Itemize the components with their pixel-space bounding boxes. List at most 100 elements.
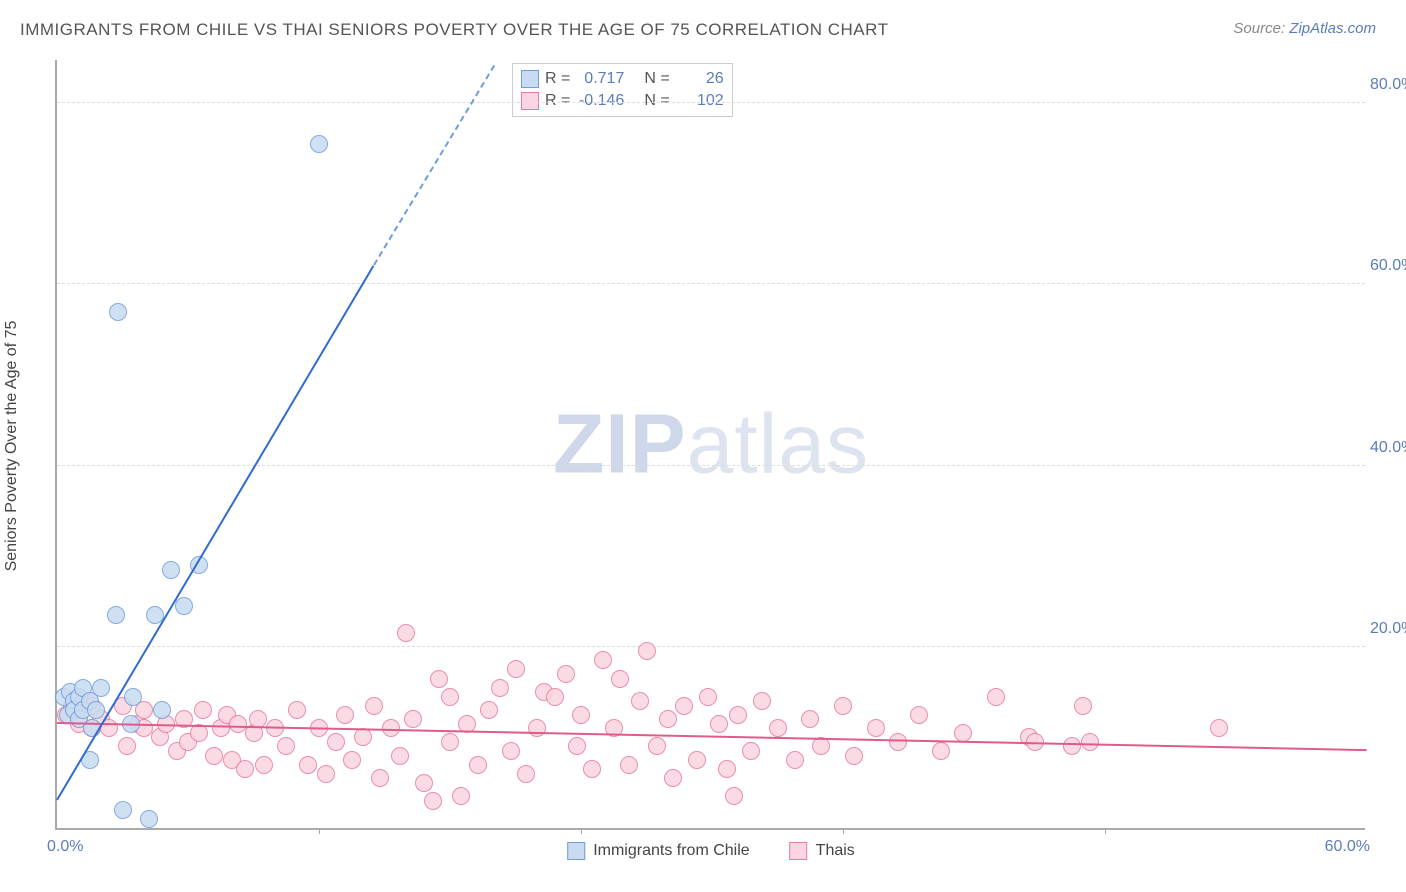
point-thais <box>659 710 677 728</box>
series-legend: Immigrants from Chile Thais <box>567 842 855 860</box>
point-thais <box>371 769 389 787</box>
point-thais <box>327 733 345 751</box>
point-thais <box>118 737 136 755</box>
point-thais <box>557 665 575 683</box>
point-thais <box>517 765 535 783</box>
point-thais <box>397 624 415 642</box>
point-thais <box>631 692 649 710</box>
point-thais <box>753 692 771 710</box>
point-thais <box>546 688 564 706</box>
point-thais <box>611 670 629 688</box>
y-tick-label: 20.0% <box>1370 620 1406 638</box>
point-thais <box>812 737 830 755</box>
legend-item-b: Thais <box>790 842 855 860</box>
point-thais <box>441 688 459 706</box>
point-thais <box>1074 697 1092 715</box>
gridline-h <box>57 102 1365 103</box>
point-chile <box>124 688 142 706</box>
y-tick-label: 60.0% <box>1370 257 1406 275</box>
point-thais <box>648 737 666 755</box>
point-thais <box>507 660 525 678</box>
point-thais <box>910 706 928 724</box>
point-thais <box>365 697 383 715</box>
gridline-h <box>57 646 1365 647</box>
point-thais <box>1063 737 1081 755</box>
point-chile <box>114 801 132 819</box>
y-tick-label: 80.0% <box>1370 76 1406 94</box>
point-thais <box>987 688 1005 706</box>
point-thais <box>424 792 442 810</box>
point-thais <box>1210 719 1228 737</box>
trendline-chile-dashed <box>373 66 495 266</box>
point-thais <box>954 724 972 742</box>
point-thais <box>769 719 787 737</box>
x-tick-mark <box>581 828 582 834</box>
point-thais <box>1081 733 1099 751</box>
swatch-series-b <box>521 92 539 110</box>
point-thais <box>391 747 409 765</box>
point-thais <box>932 742 950 760</box>
x-tick-mark <box>1105 828 1106 834</box>
point-thais <box>845 747 863 765</box>
point-thais <box>441 733 459 751</box>
point-thais <box>354 728 372 746</box>
point-thais <box>194 701 212 719</box>
stats-row-b: R = -0.146 N = 102 <box>521 90 724 112</box>
x-tick-mark <box>319 828 320 834</box>
source-link[interactable]: ZipAtlas.com <box>1289 20 1376 37</box>
point-thais <box>568 737 586 755</box>
point-thais <box>729 706 747 724</box>
legend-swatch-b <box>790 842 808 860</box>
watermark-bold: ZIP <box>553 397 687 491</box>
source-label: Source: <box>1233 20 1285 37</box>
point-chile <box>310 135 328 153</box>
x-tick-zero: 0.0% <box>47 838 83 856</box>
legend-label-a: Immigrants from Chile <box>593 842 749 860</box>
point-thais <box>710 715 728 733</box>
swatch-series-a <box>521 70 539 88</box>
legend-swatch-a <box>567 842 585 860</box>
point-thais <box>620 756 638 774</box>
x-tick-max: 60.0% <box>1325 838 1370 856</box>
point-chile <box>175 597 193 615</box>
point-thais <box>317 765 335 783</box>
point-thais <box>343 751 361 769</box>
r-label-b: R = <box>545 92 570 110</box>
n-label-b: N = <box>644 92 669 110</box>
r-label-a: R = <box>545 70 570 88</box>
point-thais <box>491 679 509 697</box>
point-thais <box>404 710 422 728</box>
point-thais <box>889 733 907 751</box>
point-chile <box>87 701 105 719</box>
y-tick-label: 40.0% <box>1370 439 1406 457</box>
point-thais <box>255 756 273 774</box>
point-thais <box>236 760 254 778</box>
point-chile <box>109 303 127 321</box>
point-thais <box>742 742 760 760</box>
point-chile <box>153 701 171 719</box>
source-credit: Source: ZipAtlas.com <box>1233 20 1376 37</box>
point-thais <box>867 719 885 737</box>
n-value-a: 26 <box>676 70 724 88</box>
point-chile <box>140 810 158 828</box>
legend-item-a: Immigrants from Chile <box>567 842 749 860</box>
point-thais <box>664 769 682 787</box>
stats-legend: R = 0.717 N = 26 R = -0.146 N = 102 <box>512 63 733 117</box>
r-value-b: -0.146 <box>576 92 624 110</box>
point-thais <box>502 742 520 760</box>
point-thais <box>528 719 546 737</box>
point-thais <box>336 706 354 724</box>
point-thais <box>718 760 736 778</box>
legend-label-b: Thais <box>816 842 855 860</box>
point-thais <box>469 756 487 774</box>
point-thais <box>688 751 706 769</box>
point-chile <box>107 606 125 624</box>
point-thais <box>480 701 498 719</box>
gridline-h <box>57 283 1365 284</box>
point-thais <box>699 688 717 706</box>
x-tick-mark <box>843 828 844 834</box>
stats-row-a: R = 0.717 N = 26 <box>521 68 724 90</box>
point-thais <box>299 756 317 774</box>
point-thais <box>594 651 612 669</box>
n-label-a: N = <box>644 70 669 88</box>
